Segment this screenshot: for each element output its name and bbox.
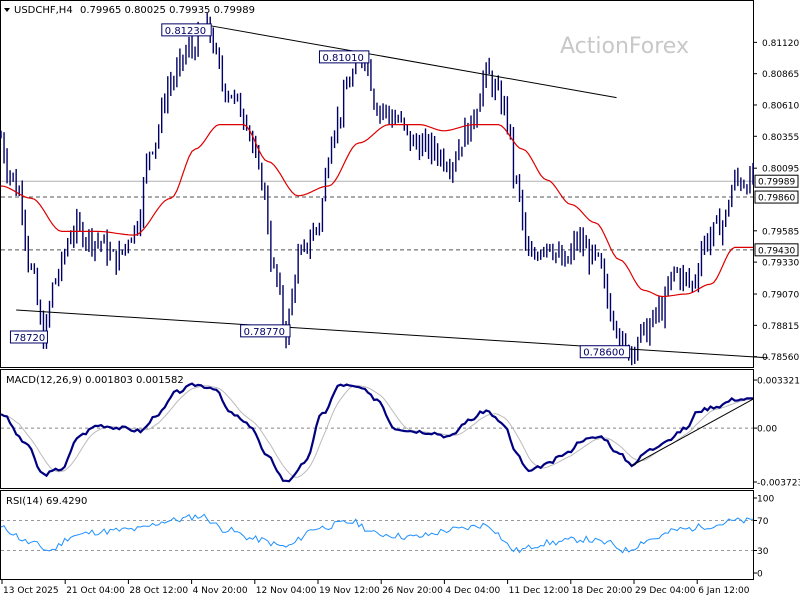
y-tick-label: 70 [757, 517, 769, 527]
x-tick-label: 21 Oct 04:00 [66, 586, 125, 596]
x-tick-label: 13 Oct 2025 [3, 586, 59, 596]
ohlc-values: 0.79965 0.80025 0.79935 0.79989 [80, 5, 255, 16]
macd-panel [0, 369, 754, 489]
y-tick-label: 0.80095 [762, 165, 799, 175]
annotation-box [318, 50, 370, 64]
annotation-box [161, 23, 212, 37]
horizontal-levels: 0.79989 0.79860 0.79430 [1, 174, 799, 257]
macd-indicator: 0.003321 0.00 -0.003723 [0, 377, 800, 488]
y-tick-label: 0 [757, 570, 763, 580]
macd-trendline [631, 398, 754, 467]
y-tick-label: 0.80355 [762, 133, 799, 143]
rsi-title: RSI(14) 69.4290 [6, 496, 87, 507]
level-tag [754, 190, 799, 204]
ma-line [0, 124, 753, 298]
price-header: USDCHF,H4 0.79965 0.80025 0.79935 0.7998… [4, 5, 255, 16]
collapse-arrow-icon [4, 8, 10, 12]
level-label: 0.79430 [758, 246, 795, 256]
x-tick-label: 26 Nov 20:00 [382, 586, 443, 596]
x-tick-label: 29 Dec 04:00 [635, 586, 696, 596]
y-tick-label: 0.80865 [762, 70, 799, 80]
y-tick-label: 0.78815 [762, 322, 799, 332]
annotation-label: 0.81010 [322, 53, 363, 64]
y-tick-label: 0.81120 [762, 39, 799, 49]
y-tick-label: 30 [757, 547, 769, 557]
rsi-indicator: 100 70 30 0 [0, 495, 774, 580]
annotation-box [240, 324, 291, 338]
price-axis: 0.81120 0.80865 0.80610 0.80355 0.80095 0.795… [753, 39, 799, 363]
price-series [0, 13, 754, 366]
annotation-label: 0.78770 [244, 327, 285, 338]
trendline [207, 24, 617, 99]
price-panel [0, 0, 754, 368]
level-tag [754, 174, 799, 188]
macd-main-line [0, 382, 754, 483]
x-tick-label: 11 Dec 12:00 [509, 586, 570, 596]
y-tick-label: 0.003321 [757, 377, 800, 387]
y-tick-label: 0.79585 [762, 227, 799, 237]
y-tick-label: 100 [757, 495, 774, 505]
time-axis: 13 Oct 2025 21 Oct 04:00 28 Oct 12:00 4 Nov… [1, 580, 750, 596]
y-tick-label: 0.79070 [762, 291, 799, 301]
x-tick-label: 12 Nov 04:00 [256, 586, 317, 596]
x-tick-label: 28 Oct 12:00 [129, 586, 188, 596]
x-tick-label: 6 Jan 12:00 [698, 586, 750, 596]
y-tick-label: 0.78560 [762, 353, 799, 363]
trendlines [16, 24, 769, 359]
y-tick-label: 0.79330 [762, 259, 799, 269]
rsi-panel [0, 490, 754, 580]
x-tick-label: 18 Dec 20:00 [572, 586, 633, 596]
level-label: 0.79860 [758, 194, 795, 204]
annotation-box [579, 345, 631, 359]
price-annotations: 0.81230 0.81010 0.78770 0.78600 78720 [9, 23, 631, 359]
x-tick-label: 19 Nov 12:00 [319, 586, 380, 596]
y-tick-label: -0.003723 [757, 478, 800, 488]
trendline [16, 309, 769, 359]
symbol-label: USDCHF,H4 [14, 5, 73, 16]
moving-average [0, 124, 753, 298]
y-tick-label: 0.00 [757, 425, 777, 435]
x-tick-label: 4 Dec 04:00 [445, 586, 500, 596]
y-tick-label: 0.80610 [762, 101, 799, 111]
annotation-label: 78720 [13, 333, 45, 344]
macd-title: MACD(12,26,9) 0.001803 0.001582 [6, 375, 184, 386]
level-tag [754, 243, 799, 257]
rsi-line [0, 513, 754, 554]
annotation-box [9, 330, 48, 344]
annotation-label: 0.78600 [583, 348, 624, 359]
level-label: 0.79989 [758, 178, 795, 188]
x-tick-label: 4 Nov 20:00 [193, 586, 248, 596]
annotation-label: 0.81230 [165, 26, 206, 37]
watermark: ActionForex [560, 34, 689, 59]
